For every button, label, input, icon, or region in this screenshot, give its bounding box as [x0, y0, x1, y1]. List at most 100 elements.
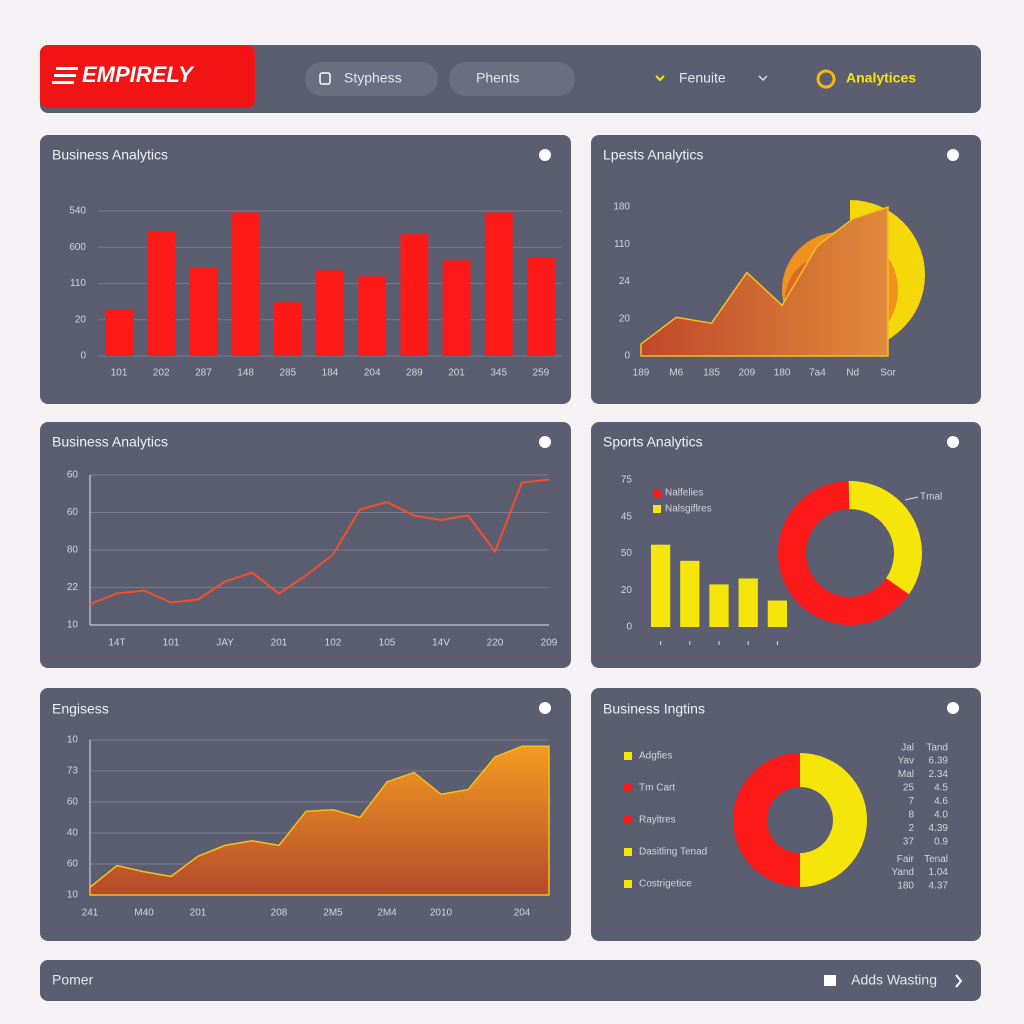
x-tick-label: 184: [322, 368, 339, 379]
y-tick-label: 10: [67, 735, 79, 746]
y-tick-label: 60: [67, 507, 79, 518]
bar: [767, 600, 788, 627]
bar: [400, 234, 429, 356]
panel-title: Lpests Analytics: [603, 147, 703, 163]
x-tick-label: M6: [669, 368, 683, 379]
bar: [105, 309, 134, 356]
x-tick-label: 201: [448, 368, 465, 379]
legend-swatch: [624, 752, 632, 760]
table-cell: 2: [908, 823, 914, 834]
chevron: [758, 75, 768, 82]
x-tick-label: 345: [490, 368, 507, 379]
x-tick-label: 2M5: [323, 908, 343, 919]
x-tick-label: 204: [514, 908, 531, 919]
legend-label: Nalfelies: [665, 488, 703, 499]
y-tick-label: 10: [67, 890, 79, 901]
panel-title: Engisess: [52, 701, 109, 717]
line: [89, 478, 550, 605]
tab[interactable]: [305, 62, 438, 96]
annotation-line: [904, 496, 919, 501]
x-tick-label: 201: [271, 638, 288, 649]
table-cell: 2.34: [929, 769, 949, 780]
x-tick-label: 14T: [108, 638, 125, 649]
bar: [650, 544, 671, 627]
table-cell: 7: [908, 796, 914, 807]
legend-label: Adgfies: [639, 751, 672, 762]
legend-swatch: [653, 505, 661, 513]
dropdown-label[interactable]: Fenuite: [679, 70, 726, 86]
tab-label[interactable]: Styphess: [344, 70, 402, 86]
area: [89, 745, 550, 896]
y-tick-label: 73: [67, 766, 79, 777]
bar: [738, 578, 758, 627]
y-tick-label: 0: [626, 622, 632, 633]
table-cell: Yav: [898, 756, 915, 767]
table-cell: 180: [897, 881, 914, 892]
x-tick-label: 209: [541, 638, 558, 649]
chevron: [655, 75, 665, 82]
logo-icon: [52, 67, 78, 84]
x-tick-label: 202: [153, 368, 170, 379]
tab[interactable]: [449, 62, 575, 96]
x-tick-label: 201: [190, 908, 207, 919]
table-cell: 4.0: [934, 810, 948, 821]
x-tick-label: JAY: [216, 638, 234, 649]
table-cell: 25: [903, 783, 915, 794]
footer-title: Pomer: [52, 972, 94, 988]
brand-icon: [816, 69, 836, 89]
logo-box[interactable]: [40, 45, 255, 108]
legend-label: Nalsgiflres: [665, 504, 712, 515]
table-cell: Yand: [891, 867, 914, 878]
x-tick-label: 2M4: [377, 908, 397, 919]
brand-label[interactable]: Analytices: [846, 70, 916, 86]
footer-bar: [40, 960, 981, 1001]
y-tick-label: 80: [67, 545, 79, 556]
y-tick-label: 20: [621, 585, 633, 596]
x-tick-label: 259: [533, 368, 550, 379]
table-cell: 4.6: [934, 796, 948, 807]
y-tick-label: 22: [67, 582, 79, 593]
legend-swatch: [624, 784, 632, 792]
y-tick-label: 540: [69, 206, 86, 217]
bar: [316, 270, 344, 356]
y-tick-label: 40: [67, 828, 79, 839]
x-tick-label: 289: [406, 368, 423, 379]
annotation: Tmal: [920, 492, 942, 503]
legend-swatch: [653, 489, 661, 497]
panel-icons: [539, 149, 959, 714]
x-tick-label: 285: [279, 368, 296, 379]
x-tick-label: 185: [703, 368, 720, 379]
bar: [484, 212, 513, 356]
x-tick-label: Sor: [880, 368, 896, 379]
x-tick-label: M40: [134, 908, 154, 919]
table-header: Tenal: [924, 854, 948, 865]
y-tick-label: 50: [621, 548, 633, 559]
table-cell: 1.04: [929, 867, 949, 878]
bar: [709, 584, 729, 627]
y-tick-label: 20: [619, 313, 631, 324]
table-cell: 4.39: [929, 823, 949, 834]
y-tick-label: 0: [80, 351, 86, 362]
y-tick-label: 45: [621, 511, 633, 522]
table-cell: 6.39: [929, 756, 949, 767]
x-tick-label: Nd: [846, 368, 859, 379]
x-tick-label: 2010: [430, 908, 453, 919]
panel-title: Business Analytics: [52, 434, 168, 450]
table-cell: Mal: [898, 769, 914, 780]
y-tick-label: 110: [70, 278, 86, 289]
panel-title: Sports Analytics: [603, 434, 703, 450]
x-tick-label: 105: [379, 638, 396, 649]
chevron[interactable]: [955, 974, 963, 988]
tab-label[interactable]: Phents: [476, 70, 520, 86]
footer-action[interactable]: Adds Wasting: [851, 972, 937, 988]
legend-label: Tm Cart: [639, 783, 675, 794]
legend-swatch: [624, 816, 632, 824]
donut-slice: [732, 753, 800, 888]
x-tick-label: 241: [82, 908, 99, 919]
x-tick-label: 102: [325, 638, 342, 649]
y-tick-label: 60: [67, 859, 79, 870]
area: [640, 205, 889, 357]
y-tick-label: 0: [624, 351, 630, 362]
